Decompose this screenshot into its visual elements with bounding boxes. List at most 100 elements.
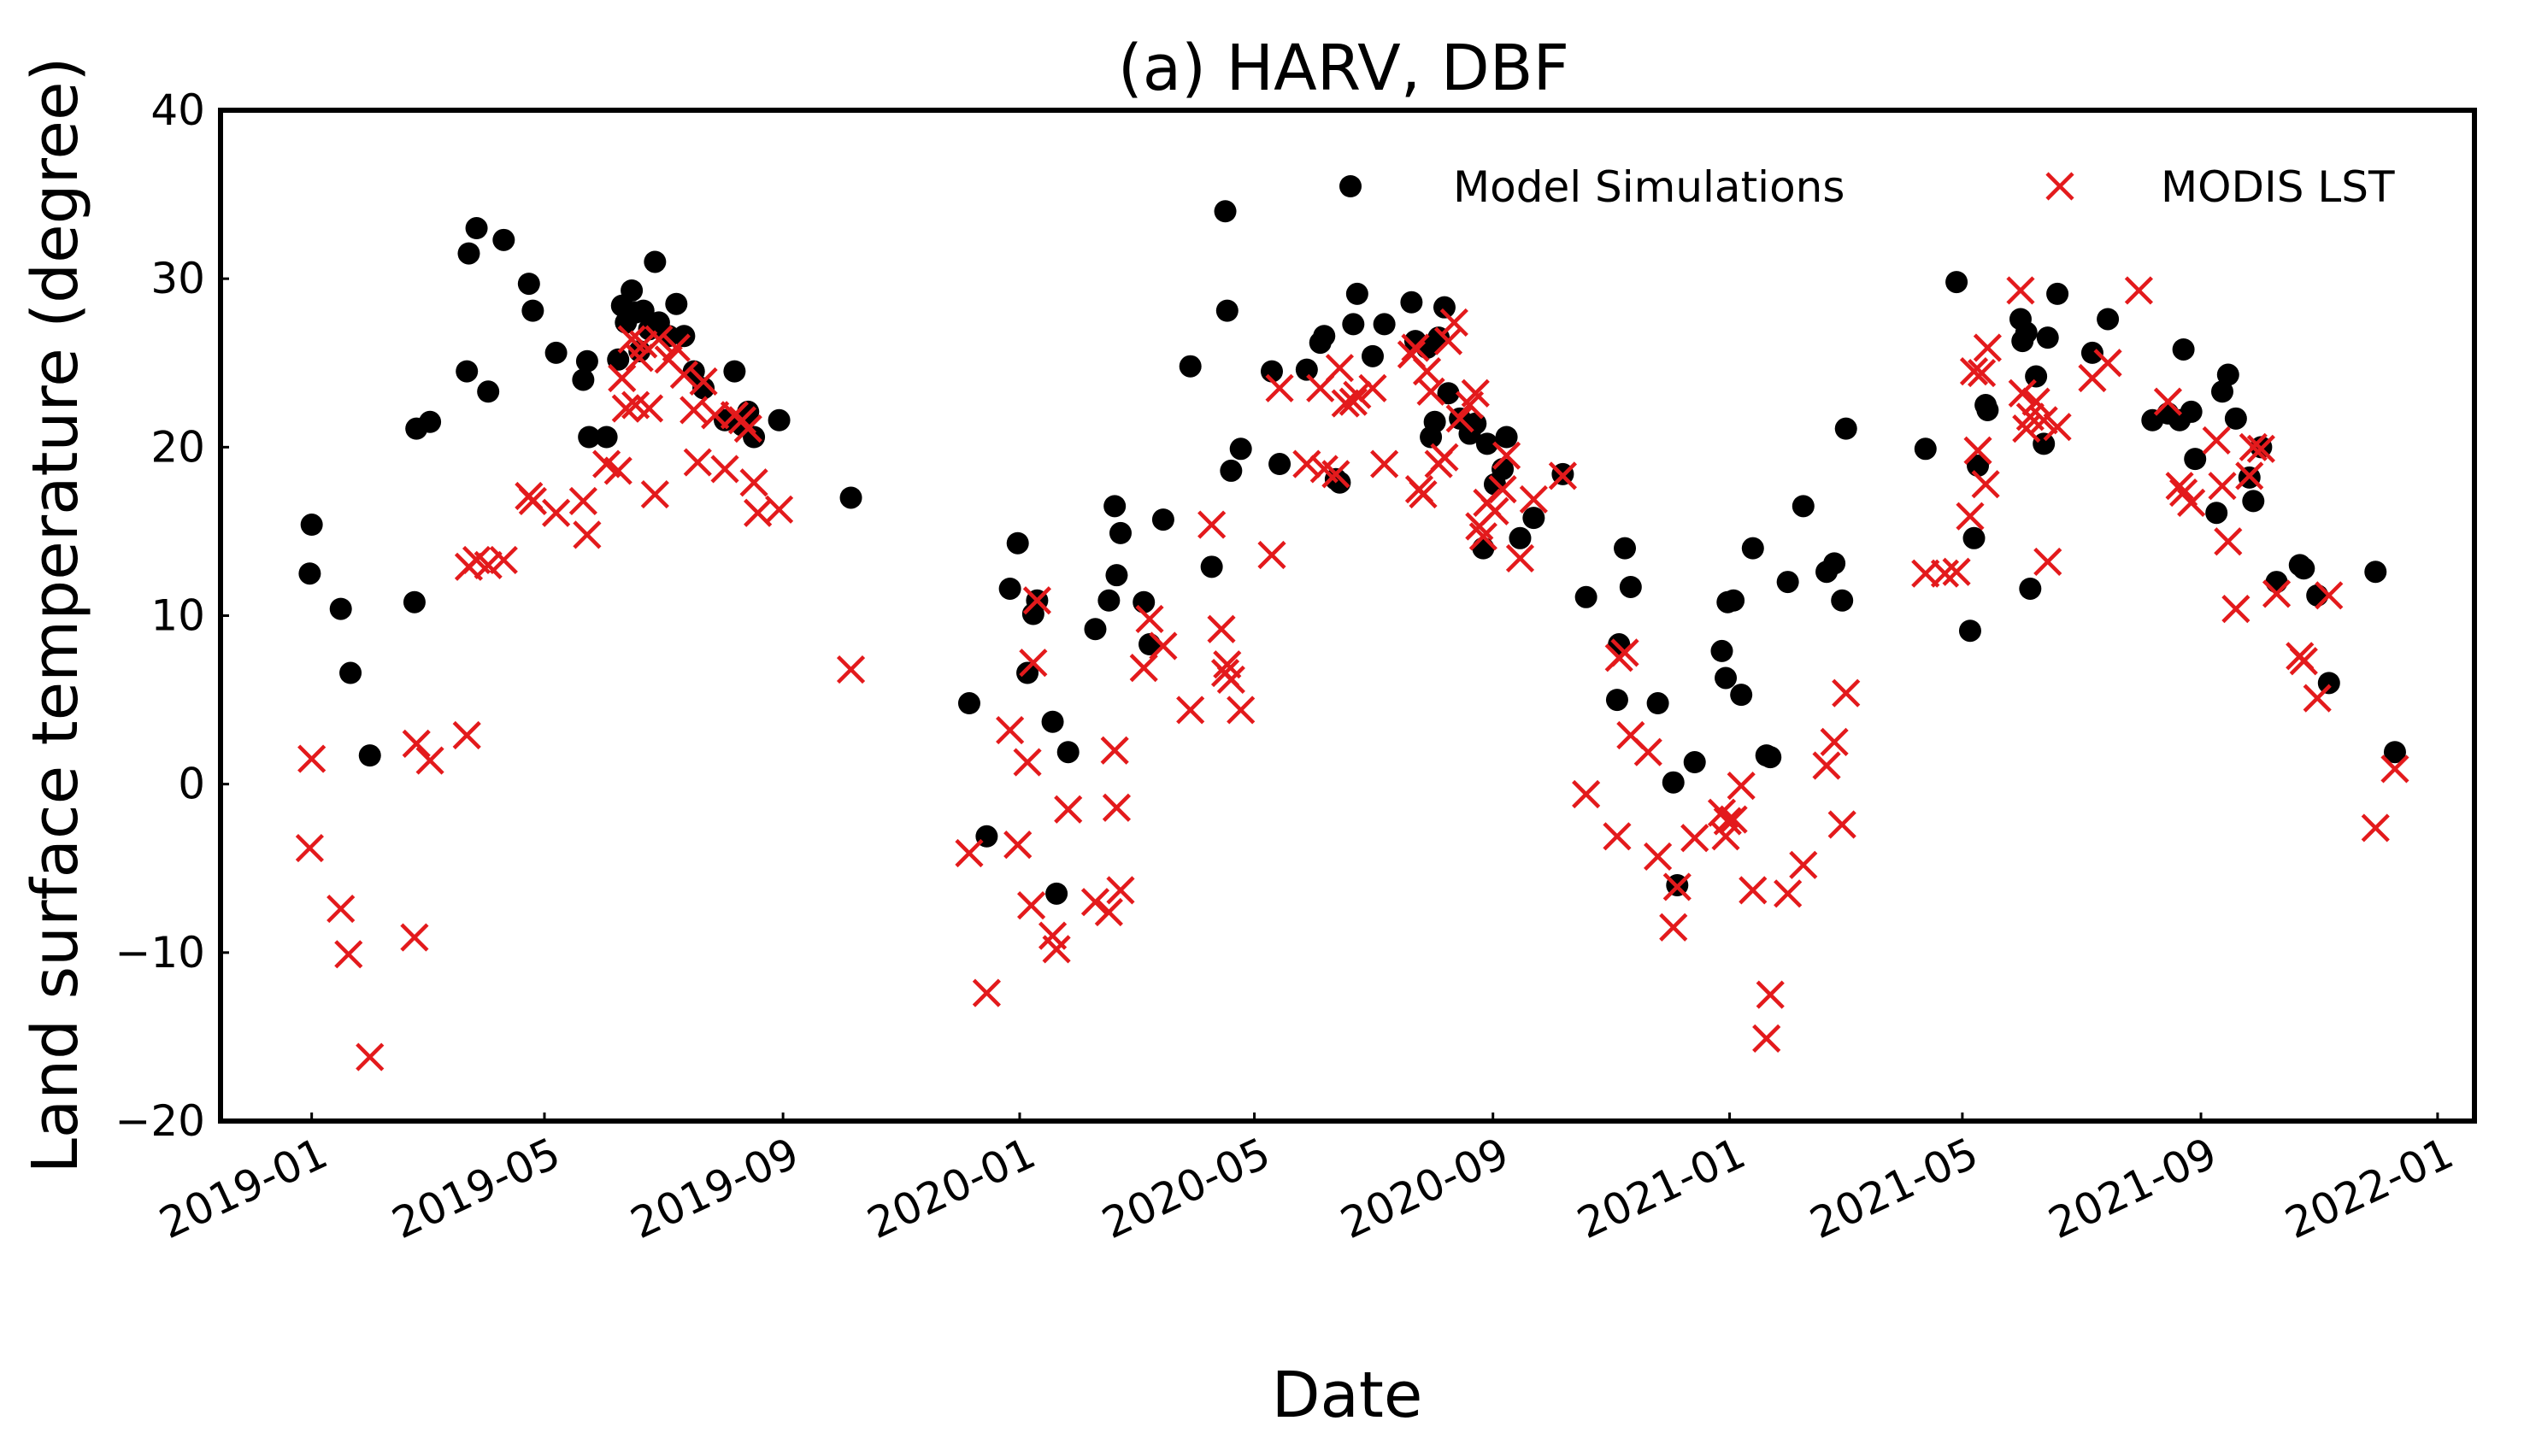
- modis-lst-point: [680, 396, 709, 425]
- model-simulation-point: [2019, 577, 2042, 600]
- modis-lst-point: [2315, 581, 2344, 610]
- model-simulation-point: [1268, 453, 1291, 476]
- modis-lst-point: [1433, 326, 1463, 355]
- model-simulation-point: [1914, 437, 1937, 461]
- model-simulation-point: [1776, 571, 1799, 594]
- model-simulation-point: [1792, 495, 1815, 518]
- model-simulation-point: [578, 426, 601, 449]
- modis-lst-point: [1956, 502, 1985, 531]
- modis-lst-point: [1331, 389, 1360, 418]
- model-simulation-point: [1958, 619, 1981, 643]
- modis-lst-point: [2221, 595, 2251, 624]
- modis-lst-point: [1662, 872, 1692, 901]
- modis-lst-point: [2033, 547, 2062, 576]
- x-tick-label: 2019-05: [385, 1128, 568, 1248]
- modis-lst-point: [1343, 380, 1372, 409]
- modis-lst-point: [2303, 684, 2332, 713]
- modis-lst-point: [334, 940, 363, 969]
- modis-lst-point: [415, 746, 444, 775]
- model-simulation-point: [1220, 459, 1243, 482]
- model-simulation-point: [1105, 564, 1128, 587]
- model-simulation-point: [1976, 398, 1999, 421]
- modis-lst-point: [518, 486, 547, 516]
- model-simulation-point: [1109, 521, 1132, 544]
- modis-lst-point: [1265, 373, 1294, 402]
- modis-lst-point: [1054, 795, 1083, 824]
- modis-lst-point: [489, 545, 518, 575]
- modis-lst-point: [2008, 379, 2037, 408]
- model-simulation-point: [644, 250, 667, 273]
- modis-lst-point: [2214, 527, 2243, 556]
- model-simulation-point: [1006, 531, 1029, 555]
- modis-lst-point: [1505, 543, 1535, 573]
- modis-lst-point: [1519, 484, 1548, 514]
- y-tick-label: 20: [150, 422, 205, 472]
- modis-lst-point: [2165, 472, 2194, 501]
- modis-lst-point: [1963, 436, 1992, 465]
- modis-lst-point: [1461, 379, 1490, 408]
- modis-lst-point: [1492, 441, 1521, 470]
- model-simulation-point: [1373, 313, 1396, 336]
- modis-lst-point: [2361, 813, 2390, 842]
- modis-lst-point: [1603, 822, 1632, 851]
- model-simulation-point: [1151, 508, 1174, 531]
- modis-lst-point: [1659, 913, 1688, 942]
- modis-lst-point: [1022, 586, 1051, 615]
- modis-lst-point: [1610, 638, 1639, 667]
- modis-lst-point: [611, 394, 640, 423]
- modis-lst-point: [1756, 980, 1785, 1009]
- modis-lst-point: [2006, 276, 2035, 305]
- modis-lst-point: [1827, 810, 1856, 839]
- modis-lst-point: [1325, 354, 1355, 383]
- modis-lst-point: [1942, 557, 1971, 586]
- x-axis-label: Date: [1272, 1359, 1423, 1432]
- model-simulation-point: [1229, 437, 1252, 461]
- modis-lst-point: [1149, 631, 1178, 660]
- modis-lst-point: [1094, 897, 1123, 927]
- model-simulation-point: [1614, 537, 1637, 560]
- modis-lst-point: [2235, 461, 2264, 490]
- model-simulation-point: [1574, 585, 1597, 608]
- modis-lst-point: [2208, 472, 2237, 501]
- x-tick-label: 2021-05: [1803, 1128, 1986, 1248]
- modis-lst-point: [629, 330, 658, 359]
- modis-lst-point: [836, 655, 866, 684]
- modis-lst-point: [1135, 604, 1164, 634]
- model-simulation-point: [2036, 326, 2059, 349]
- modis-lst-point: [733, 414, 762, 443]
- y-tick-label: 40: [150, 85, 205, 135]
- modis-lst-point: [1774, 879, 1803, 908]
- model-simulation-point: [1715, 666, 1738, 690]
- y-tick-label: 10: [150, 591, 205, 641]
- model-simulation-point: [2180, 400, 2203, 423]
- model-simulation-point: [621, 279, 644, 302]
- modis-lst-point: [1572, 779, 1601, 809]
- modis-lst-point: [662, 333, 691, 362]
- modis-lst-point: [1971, 470, 2000, 499]
- model-simulation-point: [1423, 410, 1446, 433]
- model-simulation-point: [2210, 380, 2233, 403]
- modis-lst-point: [1973, 333, 2002, 362]
- model-simulation-point: [2080, 341, 2103, 364]
- modis-lst-point: [1102, 793, 1132, 822]
- model-simulation-point: [1646, 692, 1669, 715]
- model-simulation-point: [2265, 571, 2288, 594]
- model-simulation-point: [1741, 537, 1764, 560]
- model-simulation-point: [1730, 684, 1753, 707]
- model-simulation-point: [692, 377, 715, 400]
- model-simulation-point: [714, 408, 737, 432]
- modis-lst-point: [2289, 647, 2318, 676]
- model-simulation-point: [2097, 308, 2120, 331]
- model-simulation-point: [1056, 741, 1080, 764]
- x-tick-label: 2021-09: [2041, 1128, 2224, 1248]
- modis-lst-point: [1197, 510, 1227, 539]
- modis-lst-point: [2043, 413, 2072, 442]
- x-tick-label: 2019-01: [152, 1128, 335, 1248]
- modis-lst-point: [2380, 754, 2409, 784]
- x-tick-label: 2020-05: [1095, 1128, 1278, 1248]
- modis-lst-point: [608, 363, 637, 393]
- model-simulation-point: [607, 348, 630, 371]
- model-simulation-point: [521, 299, 544, 322]
- model-simulation-point: [329, 597, 352, 620]
- model-simulation-point: [419, 410, 442, 433]
